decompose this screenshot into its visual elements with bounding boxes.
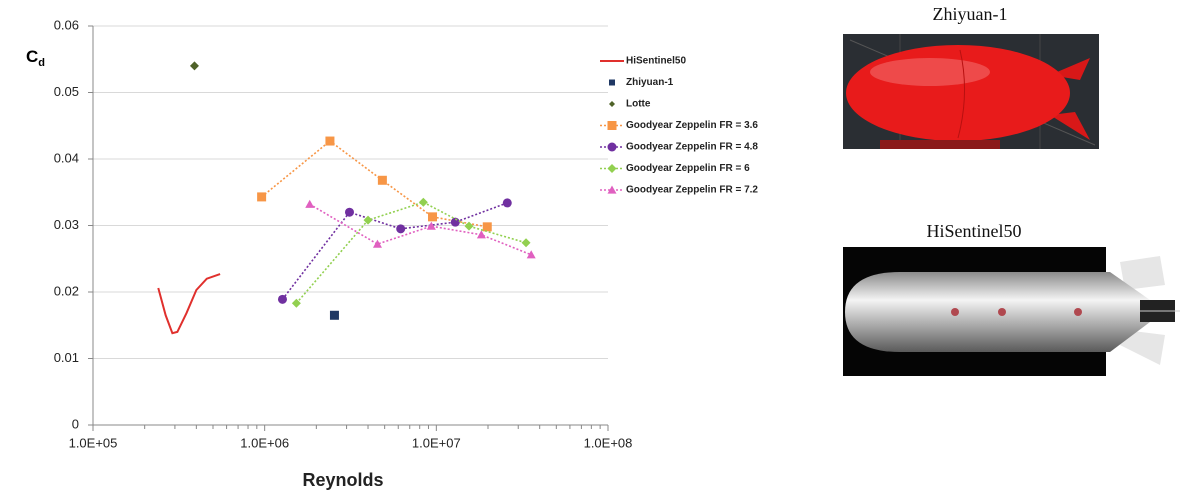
series-line [310, 204, 531, 255]
image-caption: HiSentinel50 [927, 221, 1022, 241]
marker [257, 192, 266, 201]
marker [503, 198, 512, 207]
series [278, 198, 512, 303]
y-tick-label: 0.04 [54, 150, 79, 165]
marker [428, 212, 437, 221]
y-tick-label: 0.02 [54, 283, 79, 298]
legend: HiSentinel50 Zhiyuan-1 Lotte Goodyear Zeppe… [600, 56, 758, 196]
image-caption: Zhiyuan-1 [933, 4, 1008, 24]
marker [483, 222, 492, 231]
legend-label: HiSentinel50 [626, 56, 686, 67]
x-axis-title: Reynolds [302, 470, 383, 490]
marker [278, 295, 287, 304]
series-line [262, 141, 488, 227]
y-tick-label: 0.05 [54, 84, 79, 99]
legend-marker [609, 80, 615, 86]
legend-marker [609, 101, 615, 107]
marker [396, 224, 405, 233]
marker [330, 311, 339, 320]
y-tick-label: 0 [72, 416, 79, 431]
series-line [282, 203, 507, 299]
legend-label: Goodyear Zeppelin FR = 4.8 [626, 142, 758, 153]
marker [190, 61, 199, 70]
legend-label: Goodyear Zeppelin FR = 6 [626, 163, 750, 174]
x-tick-label: 1.0E+06 [240, 435, 289, 450]
series [257, 137, 492, 232]
legend-label: Goodyear Zeppelin FR = 7.2 [626, 185, 758, 196]
legend-label: Lotte [626, 99, 651, 110]
series [158, 274, 220, 333]
y-axis-title: Cd [26, 47, 45, 68]
chart: Cd Reynolds Zhiyuan-1 HiSentinel50 0 0.01… [0, 0, 1192, 495]
x-tick-label: 1.0E+05 [69, 435, 118, 450]
x-tick-label: 1.0E+08 [584, 435, 633, 450]
marker [378, 176, 387, 185]
series [190, 61, 199, 70]
legend-label: Zhiyuan-1 [626, 77, 674, 88]
photo-hisentinel [843, 247, 1180, 376]
y-axis-title-sub: d [38, 57, 45, 69]
marker [325, 137, 334, 146]
marker [477, 230, 486, 238]
y-tick-label: 0.06 [54, 17, 79, 32]
series-line [158, 274, 220, 333]
photo-zhiyuan [843, 34, 1099, 149]
x-tick-label: 1.0E+07 [412, 435, 461, 450]
y-tick-label: 0.03 [54, 217, 79, 232]
marker [419, 198, 428, 207]
legend-marker [608, 143, 617, 152]
marker [345, 208, 354, 217]
y-tick-label: 0.01 [54, 350, 79, 365]
y-axis-title-main: C [26, 47, 38, 66]
legend-marker [608, 164, 617, 173]
series [330, 311, 339, 320]
legend-marker [608, 121, 617, 130]
legend-label: Goodyear Zeppelin FR = 3.6 [626, 120, 758, 131]
marker [305, 200, 314, 208]
marker [522, 238, 531, 247]
